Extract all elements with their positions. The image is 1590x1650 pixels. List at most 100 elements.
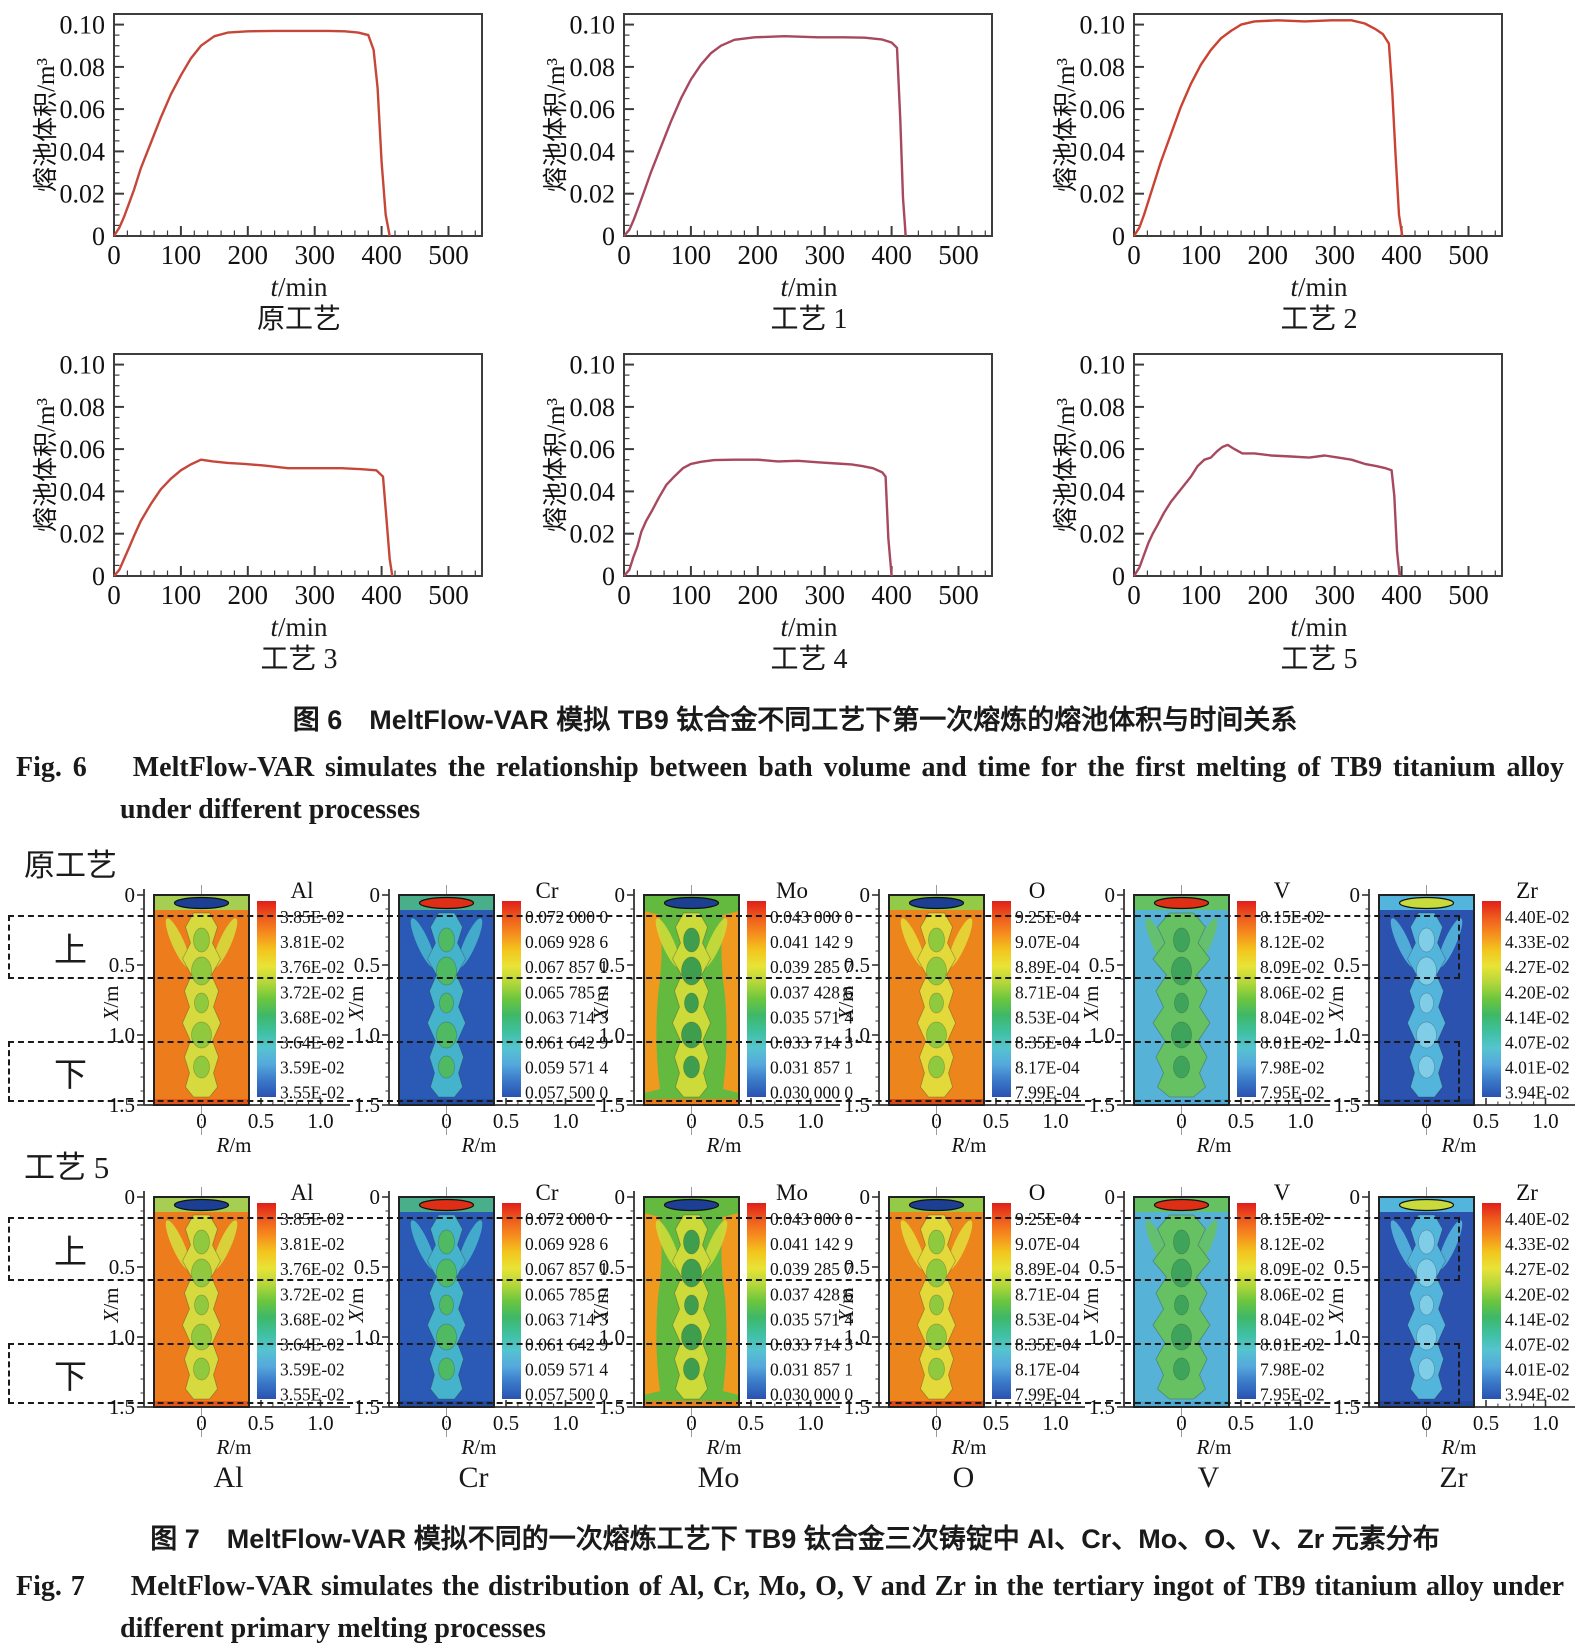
svg-text:500: 500	[938, 240, 979, 268]
fig7-row-label-2: 工艺 5	[24, 1150, 110, 1186]
colorbar-tick-label: 0.043 000 0	[770, 1209, 853, 1229]
svg-text:0: 0	[1350, 1185, 1361, 1209]
svg-text:R/m: R/m	[706, 1435, 742, 1459]
svg-text:0: 0	[602, 562, 615, 591]
figure7-caption-zh: 图 7 MeltFlow-VAR 模拟不同的一次熔炼工艺下 TB9 钛合金三次铸…	[150, 1524, 1440, 1555]
fig6-chart-1: 0 100 200 300 400 500 0 0.02 0.04 0.06 0.08 0.10 熔池体…	[30, 6, 492, 336]
contour-unit-O-row2: 0 0.5 1.0 1.5 X/m 0 0.5 1.0 R/m O 9.25E-04 9.07E-04…	[834, 1180, 1086, 1459]
colorbar-tick-label: 0.030 000 0	[770, 1083, 853, 1103]
colorbar-tick-label: 0.039 285 7	[770, 1260, 853, 1280]
svg-text:1.0: 1.0	[599, 1325, 625, 1349]
colorbar-tick-label: 0.031 857 1	[770, 1360, 853, 1380]
element-label-V: V	[1197, 1461, 1220, 1495]
fig6-chart-svg: 0 100 200 300 400 500 0 0.02 0.04 0.06 0.08 0.10熔池体…	[32, 351, 483, 610]
svg-text:0.5: 0.5	[844, 953, 870, 977]
svg-text:300: 300	[804, 580, 845, 608]
svg-text:0.10: 0.10	[1080, 351, 1126, 380]
svg-text:1.0: 1.0	[307, 1411, 333, 1435]
svg-text:R/m: R/m	[1196, 1133, 1232, 1157]
svg-text:X/m: X/m	[1079, 1288, 1103, 1324]
svg-text:500: 500	[428, 580, 469, 608]
colorbar-tick-label: 0.067 857 1	[525, 958, 608, 978]
ingot-contour	[398, 1196, 495, 1409]
svg-text:0.04: 0.04	[60, 478, 106, 507]
colorbar-tick-label: 8.53E-04	[1015, 1008, 1080, 1028]
svg-text:0: 0	[602, 222, 615, 251]
contour-unit-O-row1: 0 0.5 1.0 1.5 X/m 0 0.5 1.0 R/m O 9.25E-04 9.07E-04…	[834, 878, 1086, 1157]
colorbar-tick-label: 3.68E-02	[280, 1310, 345, 1330]
svg-text:1.0: 1.0	[1089, 1023, 1115, 1047]
svg-text:0.5: 0.5	[1089, 953, 1115, 977]
region-label-upper: 上	[54, 933, 87, 970]
fig7-row-1: 0 0.5 1.0 1.5 X/m 0 0.5 1.0 R/m Al 3.85E-02 3.81E-0…	[0, 878, 1590, 1157]
colorbar-tick-label: 8.89E-04	[1015, 958, 1080, 978]
svg-text:1.0: 1.0	[844, 1023, 870, 1047]
colorbar-tick-label: 4.40E-02	[1505, 907, 1570, 927]
colorbar	[257, 1203, 276, 1400]
svg-text:R/m: R/m	[461, 1133, 497, 1157]
element-label-O: O	[952, 1461, 975, 1495]
fig6-chart-title: 工艺 5	[1280, 644, 1358, 676]
svg-text:400: 400	[871, 240, 912, 268]
svg-text:0.04: 0.04	[60, 137, 106, 166]
ingot-contour	[153, 894, 250, 1107]
colorbar-tick-label: 4.20E-02	[1505, 1285, 1570, 1305]
svg-text:1.0: 1.0	[307, 1109, 333, 1133]
fig6-chart-title: 工艺 4	[770, 644, 848, 676]
contour-plot-Zr: 0 0.5 1.0 1.5 X/m 0 0.5 1.0 R/m Zr 4.40E-02 4.33E-0…	[1324, 1180, 1575, 1459]
fig6-chart-svg: 0 100 200 300 400 500 0 0.02 0.04 0.06 0.08 0.10熔池体…	[1052, 351, 1503, 610]
colorbar-element-symbol: Al	[291, 1180, 314, 1205]
figure7-element-labels: Al Cr Mo O V Zr	[0, 1461, 1590, 1495]
svg-text:X/m: X/m	[99, 1288, 123, 1324]
colorbar-tick-label: 8.15E-02	[1260, 1209, 1325, 1229]
svg-text:1.5: 1.5	[354, 1395, 380, 1419]
svg-text:0.5: 0.5	[738, 1109, 764, 1133]
contour-unit-Cr-row2: 0 0.5 1.0 1.5 X/m 0 0.5 1.0 R/m Cr 0.072 000 0 0.06…	[344, 1180, 608, 1459]
colorbar-tick-label: 7.98E-02	[1260, 1058, 1325, 1078]
colorbar-tick-label: 8.71E-04	[1015, 1285, 1080, 1305]
svg-text:200: 200	[1248, 580, 1289, 608]
svg-text:0: 0	[441, 1411, 452, 1435]
svg-text:1.0: 1.0	[797, 1109, 823, 1133]
svg-text:0.02: 0.02	[1080, 520, 1126, 549]
fig6-xlabel: t/min	[270, 272, 328, 302]
svg-text:100: 100	[1181, 580, 1222, 608]
svg-text:0.5: 0.5	[109, 1255, 135, 1279]
svg-text:0.02: 0.02	[570, 180, 616, 209]
svg-text:R/m: R/m	[1196, 1435, 1232, 1459]
colorbar-tick-label: 0.037 428 6	[770, 1285, 853, 1305]
svg-text:R/m: R/m	[1441, 1435, 1477, 1459]
top-spot	[663, 897, 720, 910]
svg-text:R/m: R/m	[1441, 1133, 1477, 1157]
colorbar-tick-label: 0.072 000 0	[525, 1209, 608, 1229]
series-line	[113, 458, 394, 577]
fig6-chart-title: 工艺 3	[260, 644, 338, 676]
svg-text:200: 200	[228, 240, 269, 268]
svg-text:0: 0	[125, 883, 136, 907]
fig6-chart-2: 0 100 200 300 400 500 0 0.02 0.04 0.06 0.08 0.10 熔池体…	[540, 6, 1002, 336]
contour-plot-V: 0 0.5 1.0 1.5 X/m 0 0.5 1.0 R/m V 8.15E-02 8.12E-02…	[1079, 878, 1330, 1157]
svg-text:1.0: 1.0	[1334, 1325, 1360, 1349]
colorbar-tick-label: 4.20E-02	[1505, 983, 1570, 1003]
svg-text:0.5: 0.5	[248, 1411, 274, 1435]
svg-text:0: 0	[1421, 1109, 1432, 1133]
colorbar-tick-label: 7.95E-02	[1260, 1083, 1325, 1103]
contour-unit-Mo-row2: 0 0.5 1.0 1.5 X/m 0 0.5 1.0 R/m Mo 0.043 000 0 0.04…	[589, 1180, 853, 1459]
svg-text:熔池体积/m³: 熔池体积/m³	[1052, 58, 1080, 192]
svg-text:1.0: 1.0	[354, 1325, 380, 1349]
svg-text:1.5: 1.5	[109, 1093, 135, 1117]
figure7-caption-en-prefix: Fig. 7	[16, 1571, 85, 1603]
svg-text:0.5: 0.5	[493, 1109, 519, 1133]
svg-text:0: 0	[615, 883, 626, 907]
colorbar-tick-label: 0.037 428 6	[770, 983, 853, 1003]
svg-text:1.5: 1.5	[1089, 1395, 1115, 1419]
svg-text:0: 0	[1421, 1411, 1432, 1435]
top-spot	[908, 1199, 965, 1212]
svg-text:0.5: 0.5	[983, 1109, 1009, 1133]
colorbar-element-symbol: V	[1274, 1180, 1291, 1205]
colorbar-tick-label: 0.039 285 7	[770, 958, 853, 978]
svg-text:熔池体积/m³: 熔池体积/m³	[32, 398, 60, 532]
svg-text:0.5: 0.5	[599, 1255, 625, 1279]
svg-text:1.0: 1.0	[552, 1109, 578, 1133]
svg-text:0.06: 0.06	[570, 95, 616, 124]
